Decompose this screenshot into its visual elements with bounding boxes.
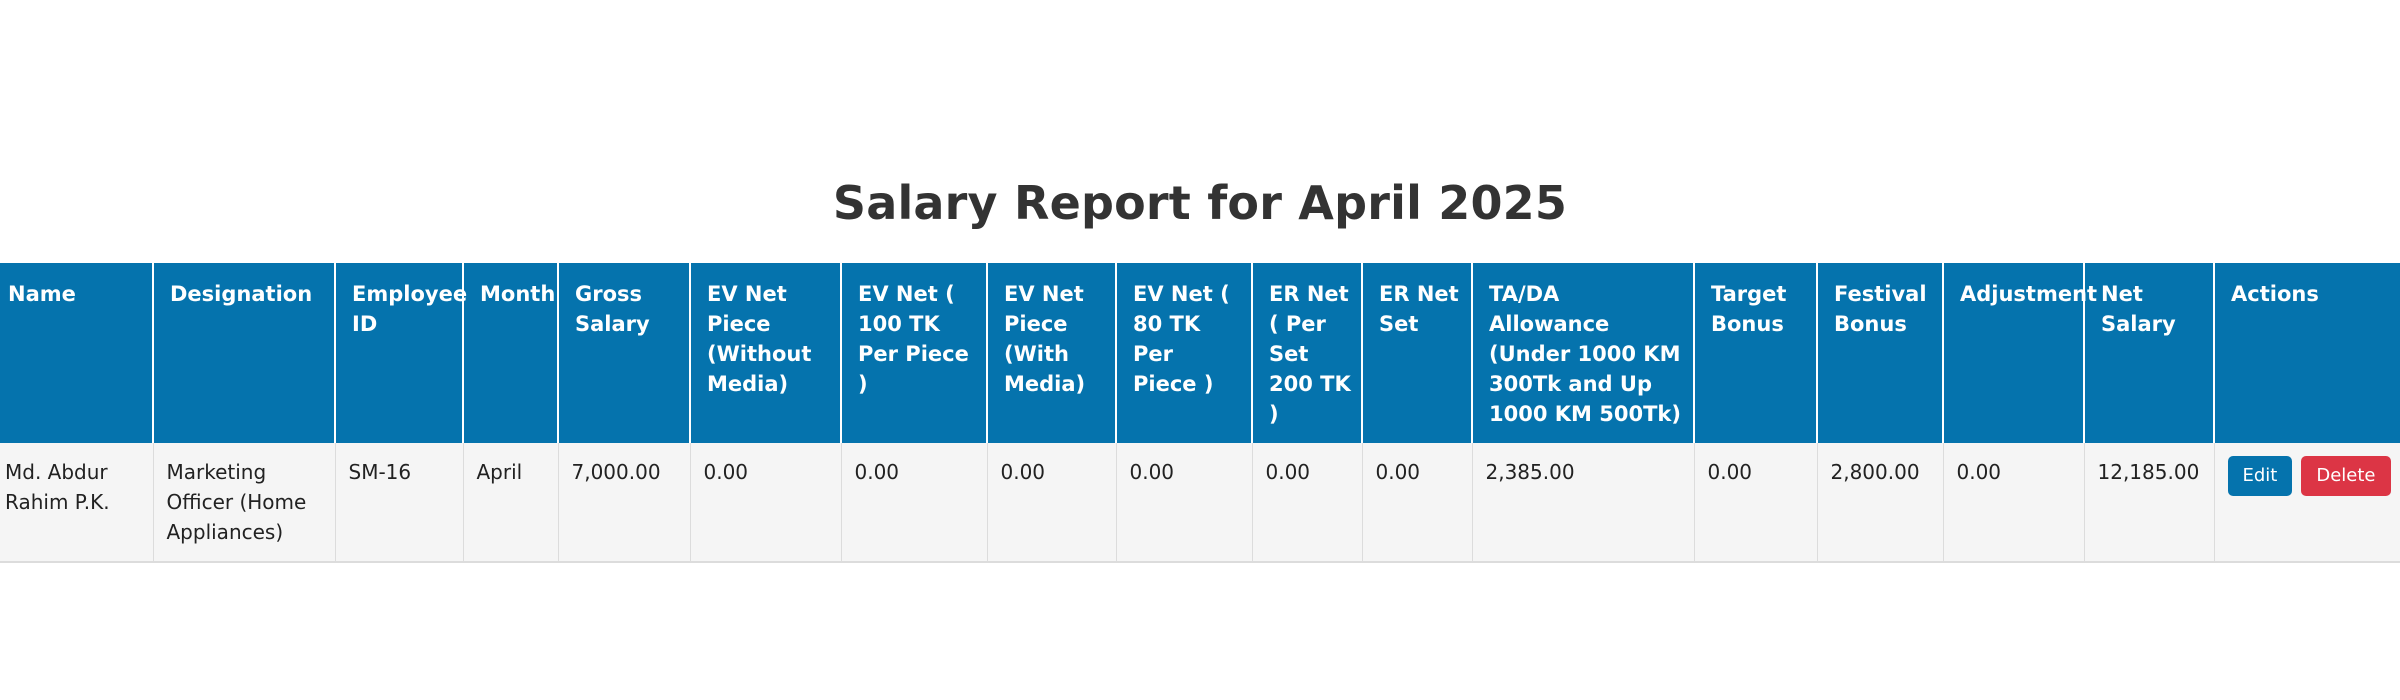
header-gross-salary: Gross Salary bbox=[558, 263, 691, 443]
header-ev-net-piece-with-media: EV Net Piece (With Media) bbox=[987, 263, 1117, 443]
cell-gross-salary: 7,000.00 bbox=[558, 443, 691, 563]
header-er-net-200tk: ER Net ( Per Set 200 TK ) bbox=[1252, 263, 1363, 443]
header-name: Name bbox=[0, 263, 154, 443]
cell-designation: Marketing Officer (Home Appliances) bbox=[153, 443, 336, 563]
header-actions: Actions bbox=[2214, 263, 2400, 443]
cell-net-salary: 12,185.00 bbox=[2084, 443, 2215, 563]
header-net-salary: Net Salary bbox=[2084, 263, 2215, 443]
header-ev-net-80tk: EV Net ( 80 TK Per Piece ) bbox=[1116, 263, 1253, 443]
page-title: Salary Report for April 2025 bbox=[832, 176, 1568, 230]
cell-ev-net-piece-without-media: 0.00 bbox=[690, 443, 842, 563]
header-target-bonus: Target Bonus bbox=[1694, 263, 1818, 443]
header-ev-net-piece-without-media: EV Net Piece (Without Media) bbox=[690, 263, 842, 443]
cell-tada-allowance: 2,385.00 bbox=[1472, 443, 1695, 563]
header-ev-net-100tk: EV Net ( 100 TK Per Piece ) bbox=[841, 263, 988, 443]
table-header-row: Name Designation Employee ID Month Gross… bbox=[0, 263, 2400, 443]
cell-target-bonus: 0.00 bbox=[1694, 443, 1818, 563]
cell-ev-net-80tk: 0.00 bbox=[1116, 443, 1253, 563]
cell-month: April bbox=[463, 443, 559, 563]
cell-ev-net-100tk: 0.00 bbox=[841, 443, 988, 563]
salary-table: Name Designation Employee ID Month Gross… bbox=[0, 263, 2400, 563]
delete-button[interactable]: Delete bbox=[2301, 456, 2391, 496]
cell-er-net-set: 0.00 bbox=[1362, 443, 1473, 563]
header-month: Month bbox=[463, 263, 559, 443]
cell-adjustment: 0.00 bbox=[1943, 443, 2085, 563]
header-tada-allowance: TA/DA Allowance (Under 1000 KM 300Tk and… bbox=[1472, 263, 1695, 443]
cell-ev-net-piece-with-media: 0.00 bbox=[987, 443, 1117, 563]
salary-table-container: Name Designation Employee ID Month Gross… bbox=[0, 263, 2400, 563]
cell-er-net-200tk: 0.00 bbox=[1252, 443, 1363, 563]
header-er-net-set: ER Net Set bbox=[1362, 263, 1473, 443]
header-designation: Designation bbox=[153, 263, 336, 443]
cell-employee-id: SM-16 bbox=[335, 443, 464, 563]
cell-actions: Edit Delete bbox=[2214, 443, 2400, 563]
table-row: Md. Abdur Rahim P.K. Marketing Officer (… bbox=[0, 443, 2400, 563]
cell-name: Md. Abdur Rahim P.K. bbox=[0, 443, 154, 563]
cell-festival-bonus: 2,800.00 bbox=[1817, 443, 1944, 563]
header-employee-id: Employee ID bbox=[335, 263, 467, 443]
header-festival-bonus: Festival Bonus bbox=[1817, 263, 1944, 443]
header-adjustment: Adjustment bbox=[1943, 263, 2097, 443]
edit-button[interactable]: Edit bbox=[2227, 456, 2293, 496]
